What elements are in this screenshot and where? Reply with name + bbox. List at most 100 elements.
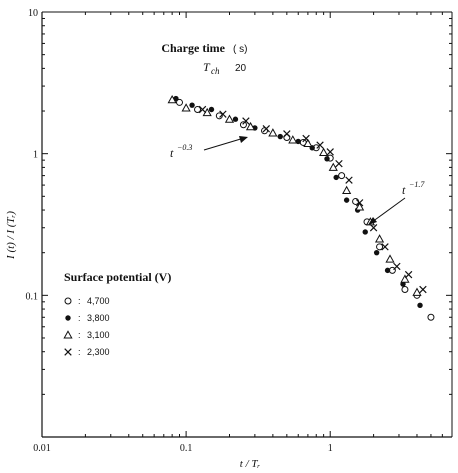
- series-filled-circle: [173, 95, 423, 309]
- data-point-triangle: [245, 121, 256, 131]
- data-point-cross: [198, 105, 207, 114]
- data-point-open-circle: [401, 285, 409, 293]
- data-point-filled-circle: [208, 106, 215, 113]
- legend-marker: [63, 330, 73, 339]
- data-point-triangle: [319, 147, 329, 156]
- legend-separator: :: [78, 313, 81, 323]
- slope-annotation-early: t −0.3: [170, 136, 248, 160]
- legend-label: 3,800: [87, 313, 110, 323]
- data-point-triangle: [342, 185, 352, 194]
- legend-title: Surface potential (V): [64, 270, 171, 284]
- data-point-cross: [419, 285, 427, 294]
- charge-time-title: Charge time: [161, 41, 225, 55]
- data-point-open-circle: [239, 121, 247, 129]
- data-point-cross: [393, 262, 401, 271]
- slope1-exponent: −0.3: [177, 143, 192, 152]
- slope1-arrow-line: [203, 137, 245, 151]
- data-point-filled-circle: [324, 156, 330, 162]
- data-point-triangle: [167, 95, 177, 104]
- slope2-base: t: [402, 183, 406, 197]
- legend-separator: :: [78, 330, 81, 340]
- y-axis-label: I (t) / I (Tᵣ): [5, 211, 17, 260]
- data-point-triangle: [224, 114, 235, 123]
- data-point-triangle: [400, 274, 410, 283]
- y-tick-label: 10: [28, 8, 38, 19]
- data-point-triangle: [374, 234, 385, 243]
- data-point-cross: [316, 141, 324, 149]
- tch-symbol: T: [203, 60, 211, 74]
- data-point-open-circle: [427, 313, 435, 321]
- data-point-cross: [283, 130, 291, 138]
- slope2-arrow-head: [368, 217, 377, 225]
- legend-label: 3,100: [87, 330, 110, 340]
- legend-separator: :: [78, 347, 81, 357]
- x-tick-label: 0.1: [180, 443, 193, 454]
- data-point-cross: [326, 148, 334, 156]
- data-point-triangle: [385, 254, 395, 263]
- ticks-layer: 0.01 0.1 1 0.1 1 10: [26, 8, 453, 454]
- data-point-filled-circle: [400, 281, 406, 287]
- data-point-triangle: [355, 202, 365, 211]
- data-point-filled-circle: [189, 102, 195, 108]
- y-tick-label: 1: [33, 150, 38, 161]
- data-point-filled-circle: [417, 302, 423, 309]
- series-triangle: [167, 95, 422, 296]
- data-point-cross: [219, 110, 227, 118]
- legend-entry: :3,100: [63, 330, 110, 340]
- data-point-triangle: [268, 128, 278, 137]
- legend-marker: [64, 297, 72, 305]
- slope1-arrow-head: [239, 136, 248, 143]
- data-point-filled-circle: [343, 197, 350, 203]
- charge-time-unit: ( s): [233, 44, 247, 55]
- legend-entry: :4,700: [64, 296, 110, 306]
- legend-marker: [64, 348, 72, 356]
- tch-value: 20: [235, 63, 247, 74]
- data-point-cross: [369, 224, 378, 232]
- data-point-filled-circle: [384, 267, 391, 274]
- legend-marker: [65, 315, 71, 321]
- legend-entry: :3,800: [65, 313, 110, 323]
- legend-label: 2,300: [87, 347, 110, 357]
- x-tick-label: 0.01: [33, 443, 51, 454]
- data-point-filled-circle: [333, 174, 339, 181]
- x-axis-label: t / Tᵣ: [240, 458, 261, 470]
- data-point-open-circle: [176, 98, 184, 106]
- data-point-cross: [404, 270, 413, 279]
- data-point-triangle: [328, 162, 338, 171]
- data-point-filled-circle: [232, 116, 239, 122]
- data-point-filled-circle: [373, 249, 380, 256]
- data-point-open-circle: [194, 106, 202, 114]
- slope-annotation-late: t −1.7: [368, 180, 425, 225]
- legend: Surface potential (V) :4,700: 3,800: 3,100…: [63, 270, 171, 357]
- data-point-open-circle: [215, 112, 223, 120]
- data-point-triangle: [181, 103, 191, 112]
- data-point-cross: [335, 159, 343, 168]
- y-tick-label: 0.1: [26, 291, 39, 302]
- data-point-triangle: [412, 287, 422, 296]
- data-point-cross: [345, 176, 353, 184]
- legend-label: 4,700: [87, 296, 110, 306]
- legend-separator: :: [78, 296, 81, 306]
- slope2-exponent: −1.7: [409, 180, 425, 189]
- data-point-open-circle: [338, 172, 346, 180]
- data-point-cross: [355, 199, 364, 207]
- data-point-cross: [242, 117, 250, 125]
- data-point-cross: [381, 243, 389, 251]
- tch-subscript: ch: [211, 66, 220, 76]
- data-point-filled-circle: [277, 133, 283, 140]
- data-point-triangle: [303, 138, 313, 147]
- data-point-open-circle: [376, 243, 384, 251]
- plot-frame-layer: [41, 11, 453, 438]
- legend-entry: :2,300: [64, 347, 110, 357]
- data-point-cross: [262, 124, 270, 133]
- data-point-filled-circle: [362, 229, 368, 235]
- data-point-cross: [302, 134, 310, 143]
- legend-entries: :4,700: 3,800: 3,100: 2,300: [63, 296, 110, 357]
- slope2-arrow-line: [371, 197, 406, 223]
- series-open-circle: [176, 98, 435, 321]
- data-points-layer: [167, 95, 435, 321]
- x-tick-label: 1: [328, 443, 333, 454]
- slope1-base: t: [170, 146, 174, 160]
- series-cross: [198, 105, 427, 294]
